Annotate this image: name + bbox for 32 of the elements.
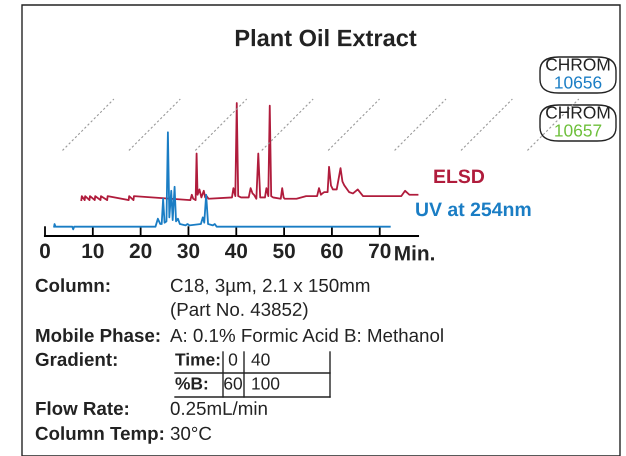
text: Flow Rate:: [36, 401, 128, 416]
x-tick-label: 20: [130, 243, 152, 258]
x-tick-label: 60: [321, 243, 343, 258]
text: 40: [251, 353, 270, 366]
text: 60: [224, 377, 242, 390]
series-label: UV at 254nm: [416, 202, 531, 216]
x-tick-label: 30: [177, 243, 200, 258]
text: Mobile Phase:: [36, 328, 160, 342]
text: A: 0.1% Formic Acid B: Methanol: [170, 328, 443, 342]
x-tick-label: 50: [273, 243, 295, 258]
x-tick-label: 70: [369, 243, 390, 258]
x-axis-title: Min.: [395, 245, 434, 260]
text: 0: [228, 353, 238, 366]
x-tick-label: 40: [225, 243, 248, 258]
series-label: ELSD: [434, 169, 484, 184]
text: 10657: [555, 124, 602, 137]
text: 30°C: [170, 426, 212, 440]
text: Time:: [175, 352, 220, 366]
text: (Part No. 43852): [171, 302, 308, 320]
text: 100: [252, 377, 280, 390]
text: C18, 3µm, 2.1 x 150mm: [170, 278, 370, 296]
text: %B:: [175, 377, 208, 390]
text: 10656: [555, 76, 602, 89]
text: CHROM: [546, 58, 610, 71]
text: Column:: [36, 278, 110, 292]
text: Gradient:: [36, 352, 117, 366]
chart-title: Plant Oil Extract: [236, 28, 416, 46]
text: CHROM: [546, 106, 610, 119]
x-tick-label: 10: [82, 243, 104, 258]
text: 0.25mL/min: [170, 401, 267, 416]
x-tick-label: 0: [40, 243, 50, 258]
text: Column Temp:: [36, 426, 164, 444]
